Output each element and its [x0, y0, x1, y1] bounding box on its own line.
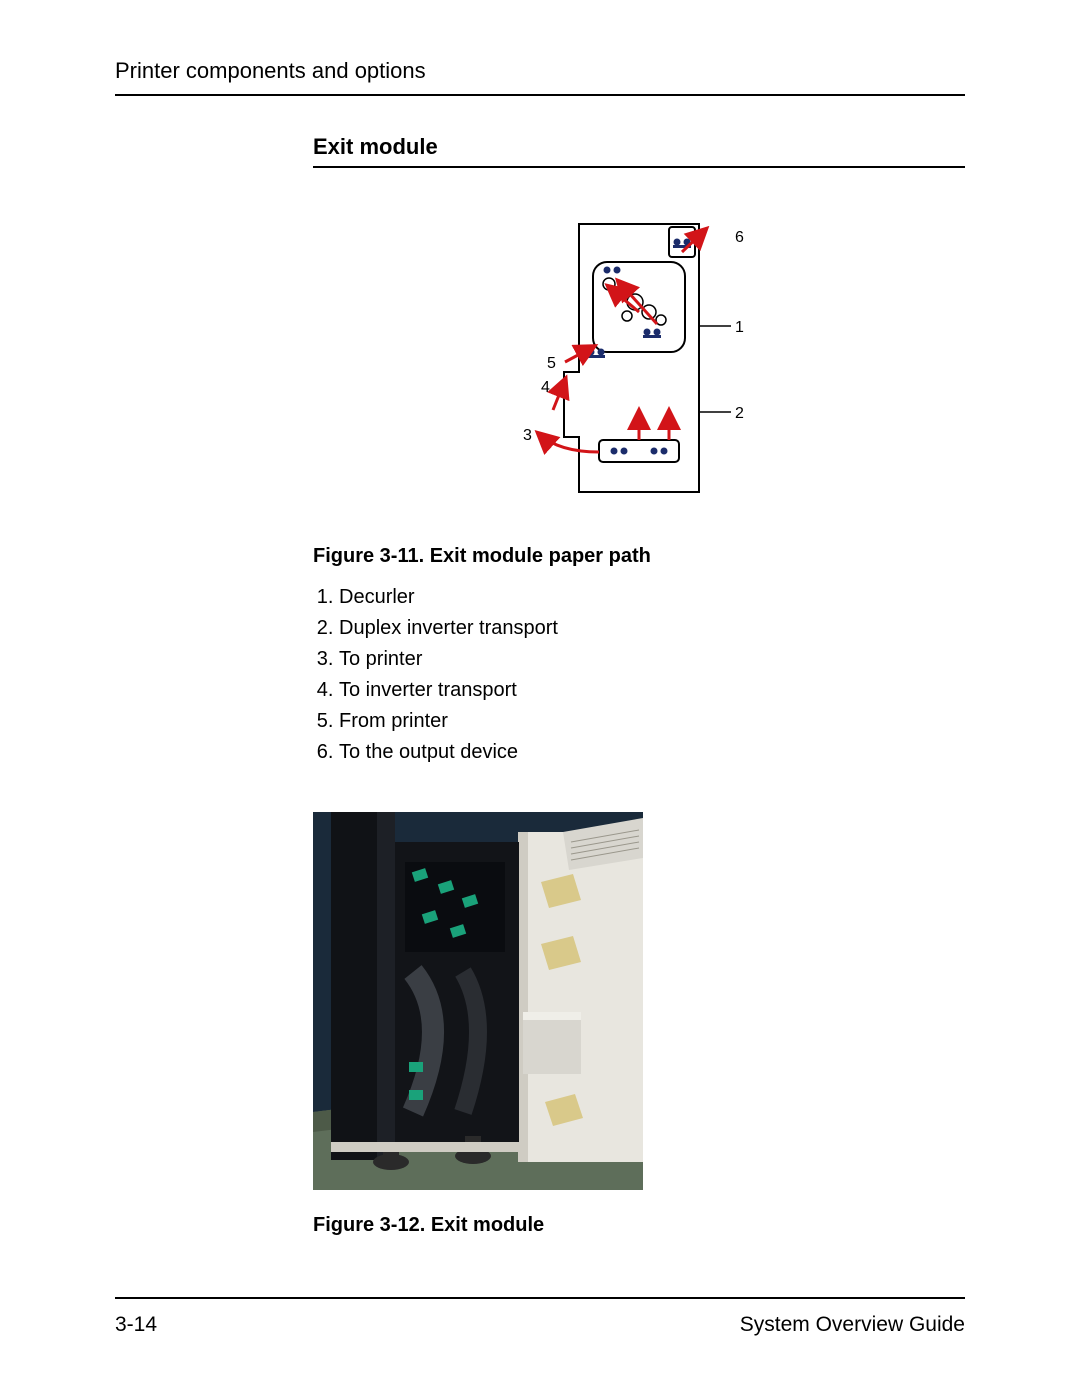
page-number: 3-14	[115, 1313, 157, 1337]
figure-3-11-caption: Figure 3-11. Exit module paper path	[313, 545, 965, 568]
diagram-label-6: 6	[735, 229, 744, 246]
list-item: To the output device	[339, 737, 965, 768]
diagram-label-4: 4	[541, 379, 550, 396]
diagram-label-3: 3	[523, 427, 532, 444]
figure-3-11-legend-list: Decurler Duplex inverter transport To pr…	[313, 582, 965, 768]
list-item: To inverter transport	[339, 675, 965, 706]
section-title: Exit module	[313, 134, 965, 168]
diagram-label-1: 1	[735, 319, 744, 336]
page-footer: 3-14 System Overview Guide	[115, 1297, 965, 1337]
list-item: Duplex inverter transport	[339, 613, 965, 644]
running-head: Printer components and options	[115, 58, 965, 96]
figure-3-11-diagram: 6 1 2 5 4 3	[509, 212, 769, 517]
list-item: To printer	[339, 644, 965, 675]
doc-title: System Overview Guide	[740, 1313, 965, 1337]
figure-3-12-photo	[313, 812, 643, 1190]
diagram-label-5: 5	[547, 355, 556, 372]
figure-3-12-caption: Figure 3-12. Exit module	[313, 1214, 965, 1237]
list-item: From printer	[339, 706, 965, 737]
list-item: Decurler	[339, 582, 965, 613]
diagram-label-2: 2	[735, 405, 744, 422]
content-area: 6 1 2 5 4 3 Figure 3-11. Exit module pap…	[313, 212, 965, 1237]
